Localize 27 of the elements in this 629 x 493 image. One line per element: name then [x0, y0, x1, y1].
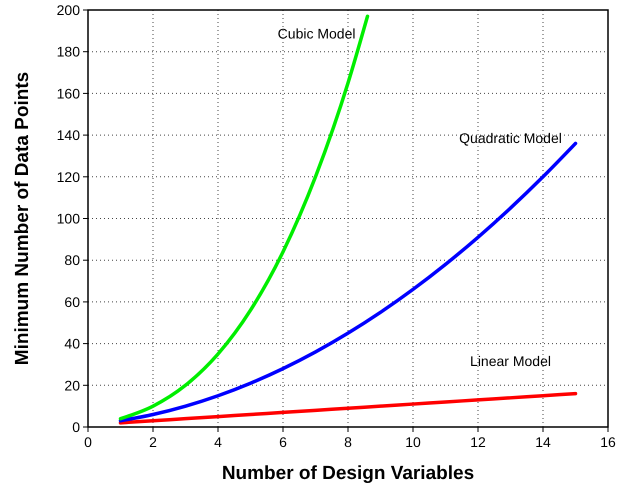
x-tick-label: 2: [149, 434, 158, 450]
x-tick-label: 16: [600, 434, 616, 450]
y-tick-label: 100: [56, 210, 80, 226]
x-tick-label: 6: [279, 434, 288, 450]
y-tick-label: 140: [56, 127, 80, 144]
series-label: Linear Model: [470, 352, 551, 369]
y-tick-label: 20: [64, 377, 80, 394]
x-tick-label: 10: [405, 434, 421, 450]
y-tick-label: 40: [64, 336, 80, 352]
series-label: Quadratic Model: [459, 130, 562, 146]
x-axis-title: Number of Design Variables: [222, 463, 474, 484]
line-series: [118, 392, 578, 425]
y-tick-label: 200: [56, 2, 80, 18]
x-tick-label: 0: [84, 434, 92, 450]
y-tick-label: 180: [56, 44, 80, 60]
line-series: [118, 14, 370, 420]
y-tick-label: 120: [56, 168, 80, 185]
x-tick-label: 14: [535, 434, 551, 450]
x-tick-label: 8: [344, 434, 352, 450]
y-tick-label: 80: [64, 252, 80, 268]
x-tick-label: 12: [470, 434, 486, 450]
x-tick-label: 4: [214, 434, 222, 450]
y-tick-label: 0: [72, 419, 80, 435]
series-label: Cubic Model: [278, 25, 356, 42]
y-tick-label: 160: [56, 85, 80, 102]
y-axis-title: Minimum Number of Data Points: [12, 72, 33, 366]
y-tick-label: 60: [64, 294, 80, 310]
